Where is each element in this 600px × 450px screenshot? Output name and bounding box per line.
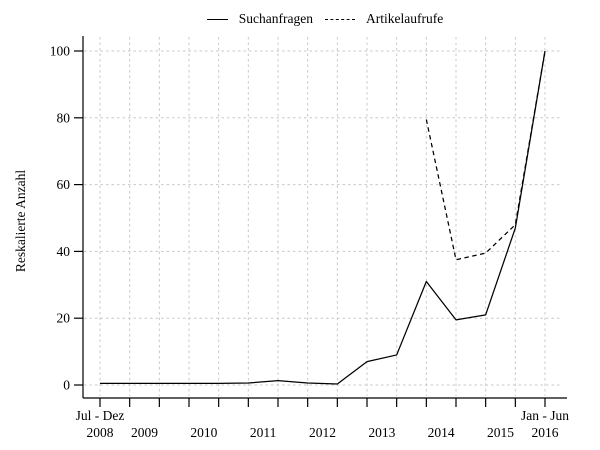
x-tick-label-year: 2008 bbox=[87, 425, 114, 440]
x-tick-label-year: 2009 bbox=[131, 425, 158, 440]
solid-line-sample bbox=[206, 18, 228, 20]
y-tick-label: 20 bbox=[57, 311, 71, 326]
legend-item-suchanfragen: Suchanfragen bbox=[206, 11, 313, 27]
y-tick-label: 0 bbox=[63, 378, 70, 393]
legend-label-artikelaufrufe: Artikelaufrufe bbox=[366, 11, 444, 26]
y-tick-label: 80 bbox=[57, 110, 71, 125]
x-tick-label-year: 2015 bbox=[487, 425, 514, 440]
legend: Suchanfragen Artikelaufrufe bbox=[25, 11, 600, 27]
axes bbox=[74, 36, 567, 407]
series-line-suchanfragen bbox=[100, 50, 546, 385]
legend-label-suchanfragen: Suchanfragen bbox=[238, 11, 313, 26]
x-tick-label-year: 2010 bbox=[190, 425, 217, 440]
x-tick-label-year: 2012 bbox=[309, 425, 336, 440]
y-tick-label: 100 bbox=[50, 44, 71, 59]
x-tick-label-year: 2014 bbox=[428, 425, 455, 440]
x-tick-label-year: 2013 bbox=[368, 425, 395, 440]
y-tick-label: 60 bbox=[57, 177, 71, 192]
y-tick-label: 40 bbox=[57, 244, 71, 259]
legend-item-artikelaufrufe: Artikelaufrufe bbox=[325, 11, 443, 27]
series-line-artikelaufrufe bbox=[425, 50, 546, 261]
grid-lines bbox=[84, 37, 560, 396]
x-tick-label-year: 2016 bbox=[532, 425, 559, 440]
axis-tick-labels: 0 20 40 60 80 100 Jul - Dez Jan - Jun 2008 2009 20… bbox=[50, 44, 569, 441]
x-tick-label-year: 2011 bbox=[250, 425, 277, 440]
x-tick-label-halfyear: Jul - Dez bbox=[76, 408, 125, 423]
x-tick-label-halfyear: Jan - Jun bbox=[521, 408, 569, 423]
dashed-line-sample bbox=[325, 18, 355, 20]
